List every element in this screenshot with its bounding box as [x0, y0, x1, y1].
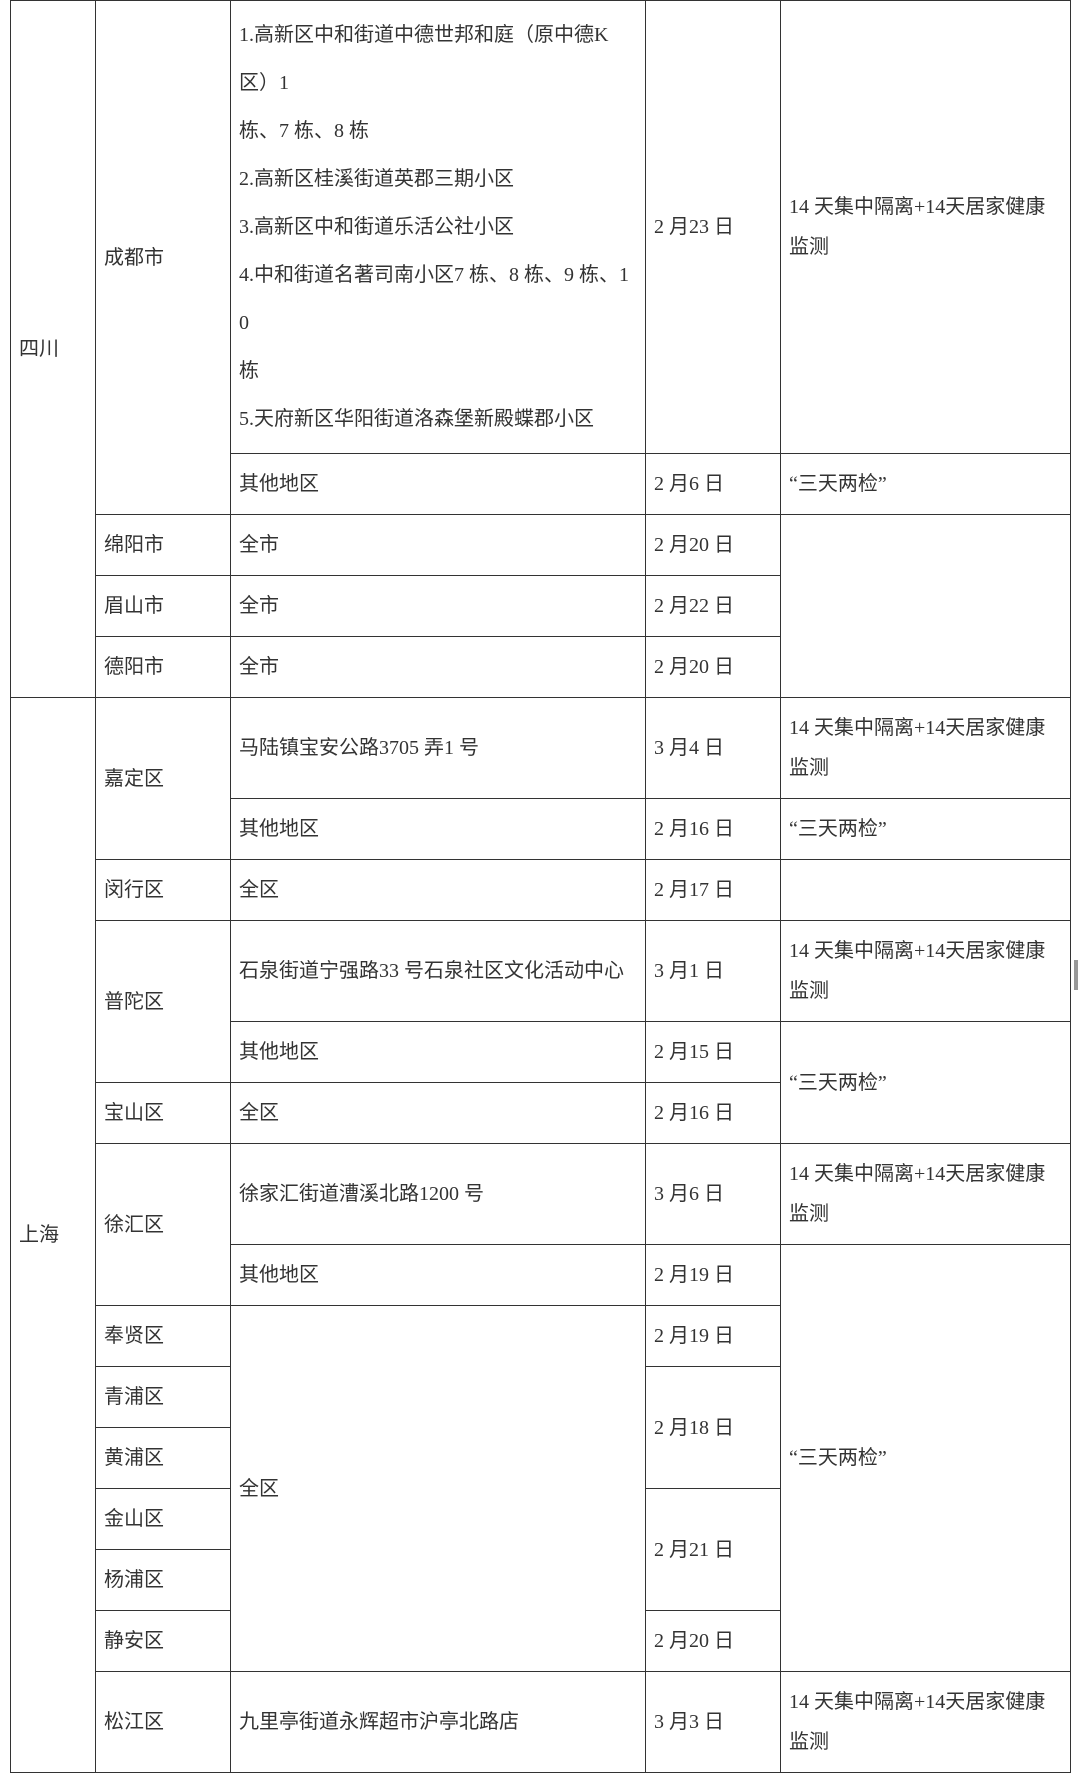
table-row: 普陀区 石泉街道宁强路33 号石泉社区文化活动中心 3 月1 日 14 天集中隔…: [11, 921, 1071, 1022]
policy-cell: 14 天集中隔离+14天居家健康监测: [781, 698, 1071, 799]
area-line: 2.高新区桂溪街道英郡三期小区: [239, 155, 637, 203]
table-row: 绵阳市 全市 2 月20 日: [11, 515, 1071, 576]
city-cell: 成都市: [96, 1, 231, 515]
area-cell: 全市: [231, 637, 646, 698]
area-cell: 其他地区: [231, 454, 646, 515]
area-cell: 1.高新区中和街道中德世邦和庭（原中德K 区）1 栋、7 栋、8 栋 2.高新区…: [231, 1, 646, 454]
city-cell: 德阳市: [96, 637, 231, 698]
city-cell: 青浦区: [96, 1367, 231, 1428]
table-row: 松江区 九里亭街道永辉超市沪亭北路店 3 月3 日 14 天集中隔离+14天居家…: [11, 1672, 1071, 1773]
date-cell: 2 月19 日: [646, 1306, 781, 1367]
area-cell: 其他地区: [231, 799, 646, 860]
quarantine-policy-table: 四川 成都市 1.高新区中和街道中德世邦和庭（原中德K 区）1 栋、7 栋、8 …: [10, 0, 1071, 1773]
date-cell: 3 月4 日: [646, 698, 781, 799]
city-cell: 松江区: [96, 1672, 231, 1773]
policy-cell: [781, 860, 1071, 921]
table-row: 上海 嘉定区 马陆镇宝安公路3705 弄1 号 3 月4 日 14 天集中隔离+…: [11, 698, 1071, 799]
city-cell: 徐汇区: [96, 1144, 231, 1306]
table-row: 闵行区 全区 2 月17 日: [11, 860, 1071, 921]
area-cell: 全区: [231, 1083, 646, 1144]
date-cell: 2 月21 日: [646, 1489, 781, 1611]
date-cell: 2 月16 日: [646, 799, 781, 860]
policy-cell: 14 天集中隔离+14天居家健康监测: [781, 1672, 1071, 1773]
city-cell: 普陀区: [96, 921, 231, 1083]
city-cell: 眉山市: [96, 576, 231, 637]
date-cell: 2 月20 日: [646, 1611, 781, 1672]
area-cell: 全区: [231, 860, 646, 921]
area-cell: 其他地区: [231, 1022, 646, 1083]
area-cell: 石泉街道宁强路33 号石泉社区文化活动中心: [231, 921, 646, 1022]
date-cell: 3 月1 日: [646, 921, 781, 1022]
area-line: 5.天府新区华阳街道洛森堡新殿蝶郡小区: [239, 395, 637, 443]
policy-cell: “三天两检”: [781, 1245, 1071, 1672]
area-line: 栋: [239, 347, 637, 395]
area-cell: 其他地区: [231, 1245, 646, 1306]
policy-cell: 14 天集中隔离+14天居家健康监测: [781, 1144, 1071, 1245]
city-cell: 闵行区: [96, 860, 231, 921]
date-cell: 2 月6 日: [646, 454, 781, 515]
policy-cell: “三天两检”: [781, 1022, 1071, 1144]
area-line: 4.中和街道名著司南小区7 栋、8 栋、9 栋、10: [239, 251, 637, 347]
scroll-indicator: [1074, 960, 1078, 990]
date-cell: 2 月23 日: [646, 1, 781, 454]
area-line: 栋、7 栋、8 栋: [239, 107, 637, 155]
city-cell: 杨浦区: [96, 1550, 231, 1611]
date-cell: 2 月20 日: [646, 637, 781, 698]
table-row: 四川 成都市 1.高新区中和街道中德世邦和庭（原中德K 区）1 栋、7 栋、8 …: [11, 1, 1071, 454]
date-cell: 2 月19 日: [646, 1245, 781, 1306]
date-cell: 2 月20 日: [646, 515, 781, 576]
city-cell: 黄浦区: [96, 1428, 231, 1489]
date-cell: 2 月17 日: [646, 860, 781, 921]
area-line: 3.高新区中和街道乐活公社小区: [239, 203, 637, 251]
province-cell: 四川: [11, 1, 96, 698]
province-cell: 上海: [11, 698, 96, 1773]
table-row: 徐汇区 徐家汇街道漕溪北路1200 号 3 月6 日 14 天集中隔离+14天居…: [11, 1144, 1071, 1245]
city-cell: 金山区: [96, 1489, 231, 1550]
city-cell: 嘉定区: [96, 698, 231, 860]
policy-cell: “三天两检”: [781, 799, 1071, 860]
date-cell: 2 月15 日: [646, 1022, 781, 1083]
city-cell: 绵阳市: [96, 515, 231, 576]
area-cell: 全市: [231, 576, 646, 637]
area-cell: 马陆镇宝安公路3705 弄1 号: [231, 698, 646, 799]
area-cell: 九里亭街道永辉超市沪亭北路店: [231, 1672, 646, 1773]
date-cell: 3 月3 日: [646, 1672, 781, 1773]
policy-cell: 14 天集中隔离+14天居家健康监测: [781, 1, 1071, 454]
date-cell: 2 月16 日: [646, 1083, 781, 1144]
area-line: 1.高新区中和街道中德世邦和庭（原中德K 区）1: [239, 11, 637, 107]
area-cell: 全市: [231, 515, 646, 576]
city-cell: 静安区: [96, 1611, 231, 1672]
area-cell: 全区: [231, 1306, 646, 1672]
area-cell: 徐家汇街道漕溪北路1200 号: [231, 1144, 646, 1245]
policy-cell: 14 天集中隔离+14天居家健康监测: [781, 921, 1071, 1022]
date-cell: 3 月6 日: [646, 1144, 781, 1245]
date-cell: 2 月18 日: [646, 1367, 781, 1489]
city-cell: 奉贤区: [96, 1306, 231, 1367]
date-cell: 2 月22 日: [646, 576, 781, 637]
city-cell: 宝山区: [96, 1083, 231, 1144]
policy-cell: “三天两检”: [781, 454, 1071, 515]
policy-cell: [781, 515, 1071, 698]
